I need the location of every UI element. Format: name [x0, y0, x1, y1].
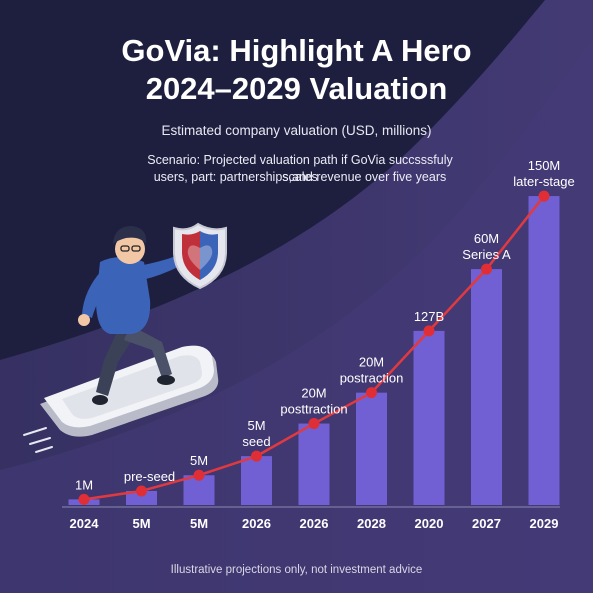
bar-6: [413, 330, 445, 505]
bar-5: [356, 392, 387, 505]
marker-1: [136, 485, 147, 497]
point-label-5-0: 20M: [359, 355, 384, 370]
x-tick-label-2: 5M: [190, 516, 208, 531]
x-tick-label-6: 2020: [415, 516, 444, 531]
bar-4: [298, 423, 330, 505]
point-label-3-1: seed: [242, 434, 270, 449]
title-line-2: 2024–2029 Valuation: [145, 71, 448, 106]
point-label-2-0: 5M: [190, 453, 208, 468]
x-tick-label-4: 2026: [300, 516, 329, 531]
marker-8: [538, 190, 550, 202]
marker-7: [481, 263, 492, 275]
marker-6: [423, 325, 435, 337]
point-label-4-1: posttraction: [280, 402, 347, 417]
marker-2: [193, 469, 205, 481]
x-tick-label-3: 2026: [242, 516, 271, 531]
bar-7: [471, 269, 502, 505]
scenario-line-2: users, part: partnerships,and revenue ov…: [153, 170, 447, 184]
point-label-3-0: 5M: [247, 418, 265, 433]
point-label-8-1: later-stage: [513, 174, 574, 189]
footer-disclaimer: Illustrative projections only, not inves…: [170, 564, 423, 576]
marker-5: [366, 387, 377, 399]
x-tick-label-1: 5M: [132, 516, 150, 531]
shield-heart-icon: [173, 222, 227, 290]
point-label-6-0: 127B: [414, 309, 444, 324]
chart-subtitle: Estimated company valuation (USD, millio…: [161, 123, 432, 138]
point-label-7-1: Series A: [462, 247, 511, 262]
speed-lines: [23, 427, 53, 453]
point-label-5-1: postraction: [340, 371, 404, 386]
point-label-4-0: 20M: [301, 386, 326, 401]
marker-0: [78, 493, 90, 505]
marker-3: [251, 450, 262, 462]
x-tick-label-7: 2027: [472, 516, 501, 531]
bar-3: [241, 456, 272, 505]
x-tick-label-8: 2029: [530, 516, 559, 531]
point-label-0-0: 1M: [75, 477, 93, 492]
bar-1: [126, 490, 157, 505]
point-label-1-0: pre-seed: [124, 469, 175, 484]
point-label-7-0: 60M: [474, 231, 499, 246]
x-tick-label-0: 2024: [70, 516, 100, 531]
title-line-1: GoVia: Highlight A Hero: [121, 33, 472, 68]
marker-4: [308, 418, 320, 430]
x-tick-label-5: 2028: [357, 516, 386, 531]
bar-8: [528, 196, 560, 506]
point-label-8-0: 150M: [528, 158, 561, 173]
scenario-line-1: Scenario: Projected valuation path if Go…: [147, 153, 453, 184]
